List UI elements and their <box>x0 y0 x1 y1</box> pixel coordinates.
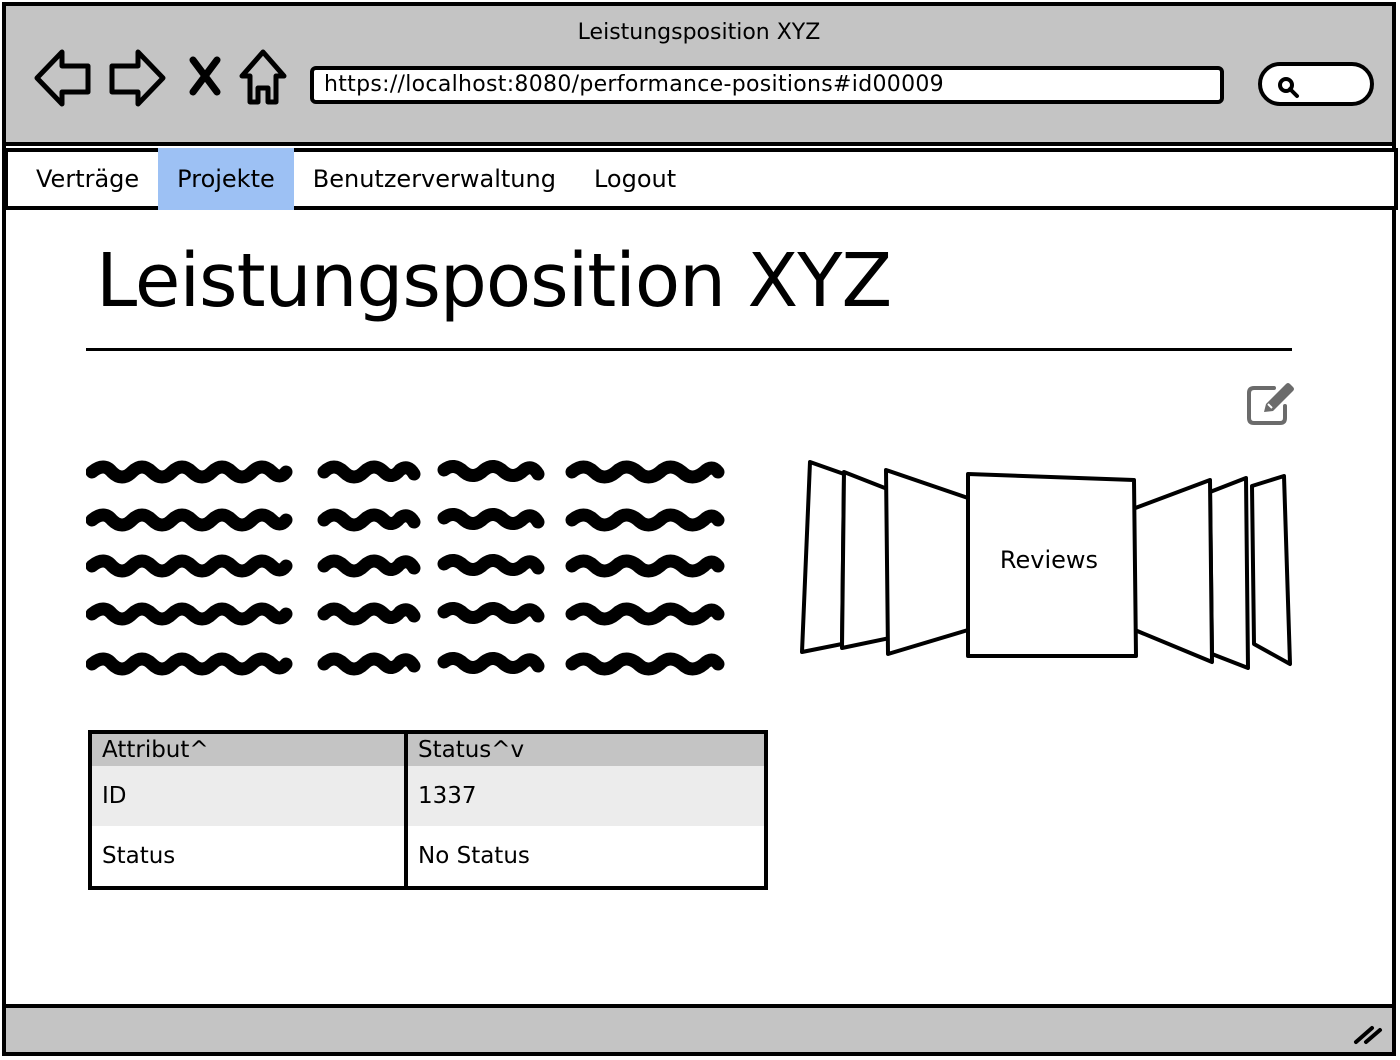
edit-icon[interactable] <box>1244 380 1298 428</box>
reviews-coverflow[interactable] <box>800 458 1296 670</box>
table-cell: No Status <box>418 842 530 869</box>
search-icon <box>1278 77 1299 98</box>
main-menu: Verträge Projekte Benutzerverwaltung Log… <box>4 148 1398 210</box>
menu-item-projekte[interactable]: Projekte <box>158 148 294 210</box>
coverflow-label: Reviews <box>999 546 1099 574</box>
table-row[interactable]: ID 1337 <box>90 766 766 826</box>
menu-item-logout[interactable]: Logout <box>593 165 677 193</box>
back-arrow-icon[interactable] <box>32 46 94 110</box>
title-divider <box>86 348 1292 351</box>
window-title: Leistungsposition XYZ <box>577 20 821 45</box>
menu-item-vertraege[interactable]: Verträge <box>36 165 140 193</box>
table-cell: ID <box>90 766 408 826</box>
column-header-attribut[interactable]: Attribut^ <box>90 732 408 766</box>
stop-icon[interactable] <box>188 56 222 96</box>
menu-item-benutzerverwaltung[interactable]: Benutzerverwaltung <box>312 165 556 193</box>
table-cell: 1337 <box>406 766 766 826</box>
column-header-status[interactable]: Status^v <box>406 732 766 766</box>
table-row[interactable]: Status No Status <box>90 825 766 888</box>
browser-search-field[interactable] <box>1258 62 1374 106</box>
text-placeholder-scribble <box>86 460 725 676</box>
url-input[interactable]: https://localhost:8080/performance-posit… <box>310 66 1224 104</box>
page-title: Leistungsposition XYZ <box>96 238 892 324</box>
forward-arrow-icon[interactable] <box>106 46 168 110</box>
status-bar <box>6 1004 1392 1052</box>
resize-grip-icon[interactable] <box>1352 1020 1384 1046</box>
table-cell: Status <box>90 825 408 888</box>
attribute-table: Attribut^ Status^v ID 1337 Status No Sta… <box>88 730 768 890</box>
home-icon[interactable] <box>238 46 288 108</box>
browser-chrome: Leistungsposition XYZ https://localhost:… <box>6 6 1392 146</box>
